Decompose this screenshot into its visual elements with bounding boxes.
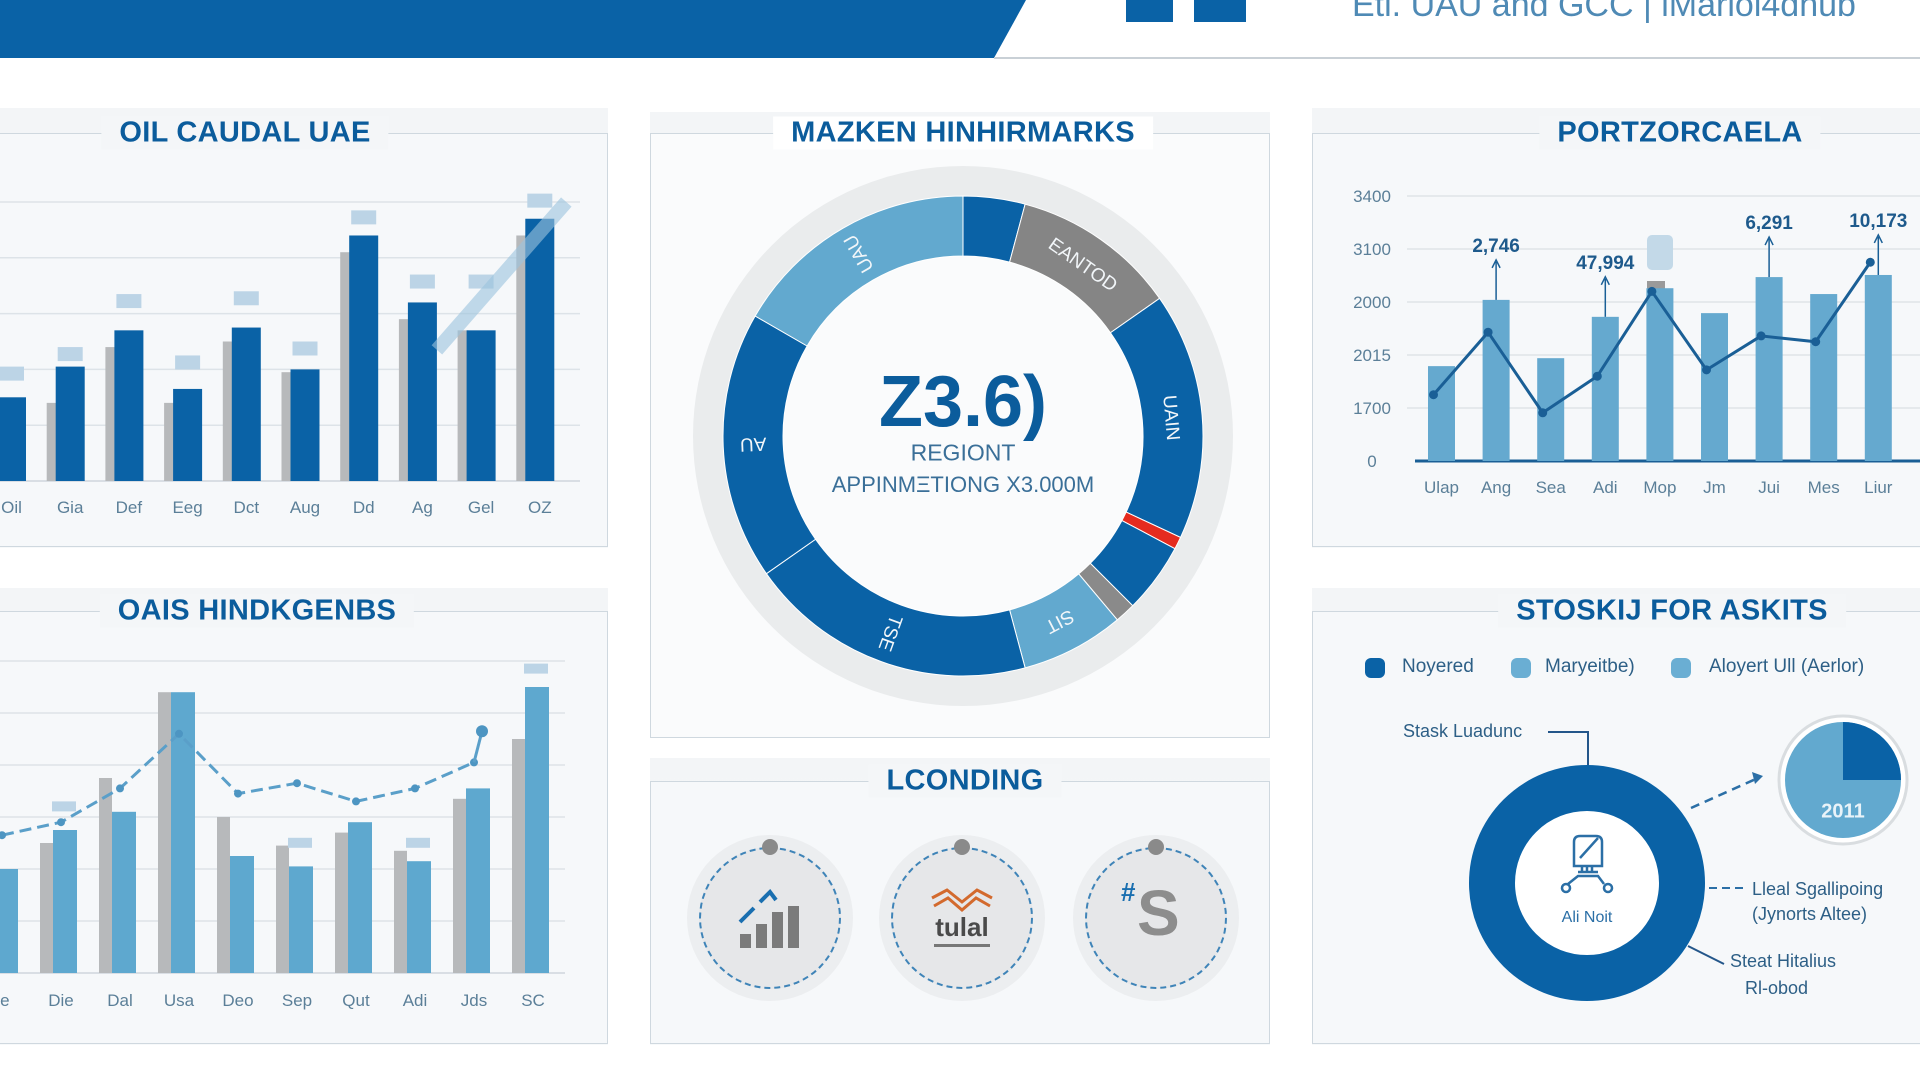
pie-label: 2011 — [1821, 800, 1865, 823]
robot-cart-icon — [1560, 834, 1614, 894]
brand-logo-button[interactable]: tulal — [879, 835, 1045, 1001]
market-center-label: REGIONT — [910, 439, 1016, 466]
callout-label: Lleal Sgallipoing — [1752, 879, 1884, 899]
callout-label: Rl-obod — [1745, 978, 1809, 998]
growth-chart-icon — [738, 888, 799, 948]
stocks-donut — [1469, 765, 1705, 1001]
panel-title: OIL CAUDAL UAE — [101, 116, 389, 150]
brand-logo-icon: tulal — [931, 888, 993, 947]
donut-center-label: Ali Noit — [1561, 909, 1613, 926]
stocks-diagram — [1469, 714, 1909, 1001]
legend-swatch — [1511, 658, 1531, 678]
dollar-button[interactable]: # S — [1073, 835, 1239, 1001]
hash-icon: # — [1121, 877, 1136, 907]
svg-text:tulal: tulal — [935, 912, 988, 942]
dollar-icon: S — [1137, 877, 1180, 949]
logo-block-icon — [1126, 0, 1173, 22]
callout-label: Steat Hitalius — [1730, 951, 1837, 971]
panel-title: STOSKIJ FOR ASKITS — [1498, 594, 1846, 628]
legend-swatch — [1365, 658, 1385, 678]
header-banner — [0, 0, 1026, 58]
callout-label: Stask Luadunc — [1403, 721, 1523, 741]
oil-panel — [0, 133, 608, 547]
panel-title: LCONDING — [868, 764, 1062, 798]
header-divider — [994, 57, 1920, 59]
panel-title: MAZKEN HINHIRMARKS — [773, 116, 1153, 150]
legend-swatch — [1671, 658, 1691, 678]
market-center-sublabel: APPINMΞTIONG X3.000M — [831, 472, 1095, 497]
callout-label: (Jynorts Altee) — [1752, 904, 1868, 924]
legend-label: Aloyert Ull (Aerlor) — [1709, 656, 1865, 677]
panel-title: PORTZORCAELA — [1539, 116, 1821, 150]
mini-pie-slice — [1843, 722, 1901, 780]
header-title: Eti. UAU and GCC | iMarioi4dnub — [1352, 0, 1856, 24]
oasis-panel — [0, 611, 608, 1044]
portfolio-panel — [1312, 133, 1920, 547]
legend-label: Noyered — [1402, 656, 1474, 677]
logo-block-icon — [1194, 0, 1246, 22]
growth-chart-button[interactable] — [687, 835, 853, 1001]
legend-label: Maryeitbe) — [1545, 656, 1635, 677]
panel-title: OAIS HINDKGENBS — [99, 594, 415, 628]
market-center-value: Z3.6) — [878, 362, 1048, 442]
